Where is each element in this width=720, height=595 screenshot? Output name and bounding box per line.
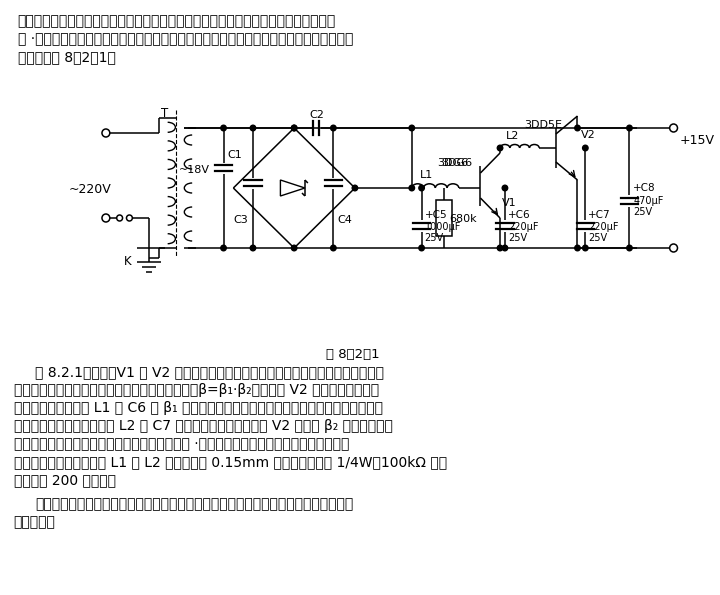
Text: 25V: 25V — [425, 233, 444, 243]
Text: +C7: +C7 — [588, 210, 611, 220]
Text: 图 8.2.1电路中，V1 和 V2 组成复合管，该电路与其他电路不同的地方主要是把滤波: 图 8.2.1电路中，V1 和 V2 组成复合管，该电路与其他电路不同的地方主要… — [35, 365, 384, 379]
Text: 220μF: 220μF — [508, 222, 539, 232]
Text: 元件加在了复合管的基极。由于复合管的放大系数β=β₁·β₂，因而从 V2 发射极取得的滤波: 元件加在了复合管的基极。由于复合管的放大系数β=β₁·β₂，因而从 V2 发射极… — [14, 383, 379, 397]
Polygon shape — [280, 180, 305, 196]
Text: 阵上乱绕 200 匹而成。: 阵上乱绕 200 匹而成。 — [14, 473, 116, 487]
Circle shape — [292, 125, 297, 131]
Text: 3DD5E: 3DD5E — [525, 120, 562, 130]
Circle shape — [330, 125, 336, 131]
Text: 470μF: 470μF — [634, 196, 664, 206]
Circle shape — [575, 125, 580, 131]
Text: 25V: 25V — [508, 233, 527, 243]
Circle shape — [626, 125, 632, 131]
Text: 图 8．2．1: 图 8．2．1 — [326, 348, 379, 361]
Circle shape — [221, 125, 226, 131]
Text: 1000μF: 1000μF — [425, 222, 461, 232]
Text: T: T — [161, 107, 168, 120]
Text: 25V: 25V — [634, 207, 652, 217]
Circle shape — [251, 245, 256, 251]
Circle shape — [102, 214, 110, 222]
Text: L2: L2 — [506, 131, 519, 141]
Text: 3DG6: 3DG6 — [437, 158, 469, 168]
Circle shape — [127, 215, 132, 221]
Circle shape — [626, 245, 632, 251]
Circle shape — [292, 125, 297, 131]
Circle shape — [419, 185, 424, 191]
Text: C2: C2 — [310, 110, 325, 120]
Text: L1: L1 — [420, 170, 433, 180]
Text: 复合管在本电路中有小范围的稳压作用。实际制作时，可根据自己的需要选择三极管和: 复合管在本电路中有小范围的稳压作用。实际制作时，可根据自己的需要选择三极管和 — [35, 497, 354, 511]
Circle shape — [582, 245, 588, 251]
Text: C1: C1 — [228, 150, 242, 160]
Text: 细的铜线绕制。该电路的 L1 和 L2 是用直径为 0.15mm 左右的漆包线在 1/4W、100kΩ 的电: 细的铜线绕制。该电路的 L1 和 L2 是用直径为 0.15mm 左右的漆包线在… — [14, 455, 447, 469]
FancyBboxPatch shape — [436, 200, 452, 236]
Text: K: K — [124, 255, 131, 268]
Circle shape — [670, 244, 678, 252]
Circle shape — [251, 125, 256, 131]
Text: C4: C4 — [337, 215, 352, 225]
Text: 步滤去残余交流声。把电感加在复合管基极的另 ·个优点是：基极电流较小，电感可以用很: 步滤去残余交流声。把电感加在复合管基极的另 ·个优点是：基极电流较小，电感可以用… — [14, 437, 349, 451]
Text: V1: V1 — [502, 198, 517, 208]
Text: 680k: 680k — [449, 214, 477, 224]
Text: 其他元件。: 其他元件。 — [14, 515, 55, 529]
Text: C3: C3 — [233, 215, 248, 225]
Circle shape — [221, 245, 226, 251]
Text: 25V: 25V — [588, 233, 608, 243]
Text: ~220V: ~220V — [68, 183, 112, 196]
Circle shape — [575, 245, 580, 251]
Text: 效果相当于直接使用 L1 和 C6 的 β₁ 倍，相当于在电路中加入了大电容和大电感，电路中大: 效果相当于直接使用 L1 和 C6 的 β₁ 倍，相当于在电路中加入了大电容和大… — [14, 401, 383, 415]
Circle shape — [292, 245, 297, 251]
Text: ~18V: ~18V — [179, 165, 210, 175]
Text: 到 ·点交流声。这里介绍的这款电源使用较小的电容就能达到几乎完全消除交流声的目的，: 到 ·点交流声。这里介绍的这款电源使用较小的电容就能达到几乎完全消除交流声的目的… — [18, 32, 353, 46]
Circle shape — [670, 124, 678, 132]
Text: +C8: +C8 — [634, 183, 656, 193]
Circle shape — [102, 129, 110, 137]
Circle shape — [352, 185, 358, 191]
Circle shape — [498, 245, 503, 251]
Circle shape — [409, 185, 415, 191]
Circle shape — [502, 185, 508, 191]
Text: 部分交流声被抑制；加入了 L2 和 C7 后，它们的滤波效果也被 V2 扩大了 β₂ 倍，它们进一: 部分交流声被抑制；加入了 L2 和 C7 后，它们的滤波效果也被 V2 扩大了 … — [14, 419, 392, 433]
Text: +C6: +C6 — [508, 210, 531, 220]
Text: 3DG6: 3DG6 — [441, 158, 472, 168]
Circle shape — [419, 245, 424, 251]
Circle shape — [330, 245, 336, 251]
Text: 220μF: 220μF — [588, 222, 618, 232]
Text: +15V: +15V — [680, 134, 714, 147]
Text: +C5: +C5 — [425, 210, 447, 220]
Text: V2: V2 — [580, 130, 595, 140]
Circle shape — [117, 215, 122, 221]
Circle shape — [409, 125, 415, 131]
Circle shape — [498, 145, 503, 151]
Circle shape — [582, 145, 588, 151]
Circle shape — [502, 245, 508, 251]
Text: 其电路见图 8．2．1。: 其电路见图 8．2．1。 — [18, 50, 115, 64]
Text: 一些较高档次的扩音机的前置和收音头，对电源的滤波要求非常高，从扬声器里不能听: 一些较高档次的扩音机的前置和收音头，对电源的滤波要求非常高，从扬声器里不能听 — [18, 14, 336, 28]
